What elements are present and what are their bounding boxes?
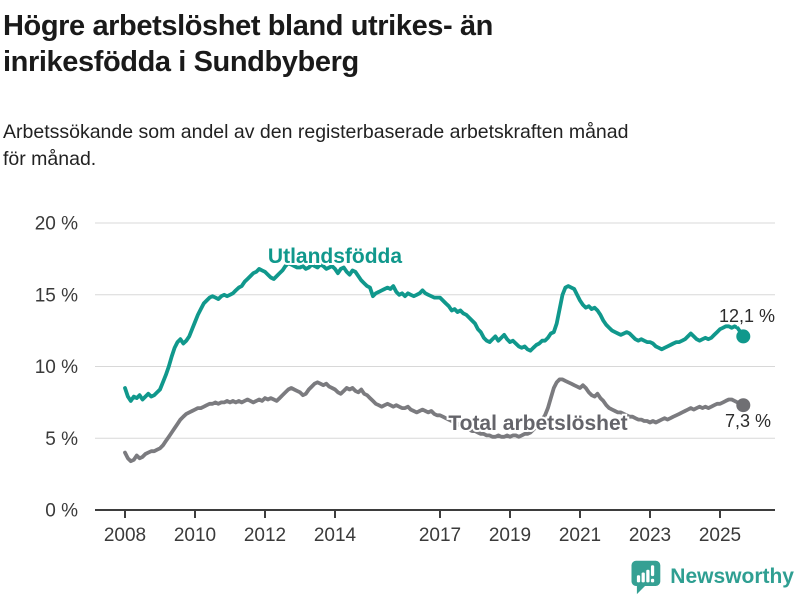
newsworthy-icon [631, 560, 661, 595]
title-line-1: Högre arbetslöshet bland utrikes- än [3, 10, 493, 42]
end-value-total: 7,3 % [725, 411, 771, 431]
series-label-utlandsfodda: Utlandsfödda [268, 245, 402, 268]
series-lines [123, 261, 751, 464]
chart-subtitle: Arbetssökande som andel av den registerb… [3, 119, 628, 173]
gridlines [95, 222, 775, 439]
y-tick-label-15: 15 % [35, 285, 78, 306]
x-tick-label-2023: 2023 [629, 525, 671, 546]
subtitle-line-1: Arbetssökande som andel av den registerb… [3, 121, 629, 143]
brand-name: Newsworthy [670, 565, 794, 588]
x-tick-label-2012: 2012 [244, 525, 286, 546]
title-line-2: inrikesfödda i Sundbyberg [3, 46, 359, 78]
total-line [123, 377, 746, 464]
series-label-total: Total arbetslöshet [448, 412, 627, 435]
y-tick-label-0: 0 % [45, 501, 78, 522]
x-tick-label-2017: 2017 [419, 525, 461, 546]
axes: 0 % 5 % 10 % 15 % 20 % 2008 2010 2012 2014 2017 20… [35, 214, 775, 546]
x-tick-label-2019: 2019 [489, 525, 531, 546]
y-tick-label-5: 5 % [45, 429, 78, 450]
y-tick-label-20: 20 % [35, 214, 78, 235]
utlandsfodda-end-dot [736, 329, 751, 344]
x-tick-label-2010: 2010 [174, 525, 216, 546]
subtitle-line-2: för månad. [3, 148, 97, 170]
x-tick-label-2008: 2008 [104, 525, 146, 546]
x-tick-label-2014: 2014 [314, 525, 357, 546]
page-title: Högre arbetslöshet bland utrikes- än inr… [3, 8, 790, 80]
total-end-dot [736, 398, 751, 413]
end-value-utlandsfodda: 12,1 % [719, 306, 775, 326]
newsworthy-logo-link[interactable]: Newsworthy [627, 558, 794, 596]
chart-header: Högre arbetslöshet bland utrikes- än inr… [3, 8, 790, 80]
x-tick-label-2021: 2021 [559, 525, 601, 546]
y-tick-label-10: 10 % [35, 357, 78, 378]
x-tick-label-2025: 2025 [699, 525, 741, 546]
utlandsfodda-line [123, 261, 746, 403]
